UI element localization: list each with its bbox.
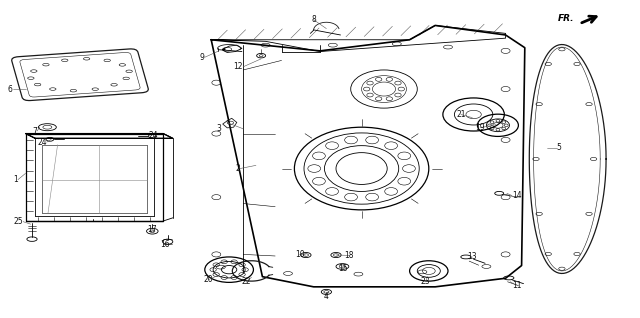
Text: 6: 6 xyxy=(8,85,13,93)
Text: 11: 11 xyxy=(512,281,521,290)
Text: 14: 14 xyxy=(512,191,522,200)
Text: 12: 12 xyxy=(234,62,243,71)
Text: 9: 9 xyxy=(200,53,205,62)
Text: 15: 15 xyxy=(338,264,348,273)
Text: 13: 13 xyxy=(467,252,477,261)
Text: 24: 24 xyxy=(37,138,47,147)
Text: 8: 8 xyxy=(311,15,316,24)
Text: 21: 21 xyxy=(456,110,465,119)
Text: 17: 17 xyxy=(147,225,157,234)
Text: 16: 16 xyxy=(160,240,170,249)
Text: 22: 22 xyxy=(242,277,251,286)
Text: 10: 10 xyxy=(294,250,305,259)
Text: 19: 19 xyxy=(475,123,485,132)
Text: 4: 4 xyxy=(324,292,329,301)
Text: 5: 5 xyxy=(557,143,562,152)
Text: 3: 3 xyxy=(216,124,221,133)
Text: 25: 25 xyxy=(13,217,23,226)
Text: 18: 18 xyxy=(344,251,353,260)
Text: 2: 2 xyxy=(236,164,240,173)
Text: 23: 23 xyxy=(420,277,431,286)
Text: 24: 24 xyxy=(148,131,158,140)
Text: FR.: FR. xyxy=(558,14,575,23)
Text: 20: 20 xyxy=(203,275,213,284)
Text: 7: 7 xyxy=(32,127,37,135)
Text: 1: 1 xyxy=(13,175,18,184)
